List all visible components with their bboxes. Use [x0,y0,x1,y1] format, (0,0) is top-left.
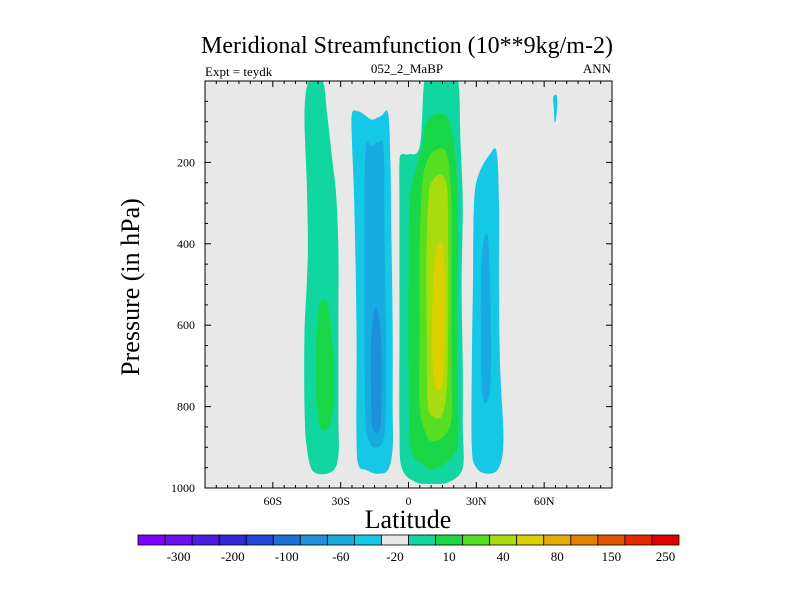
chart-title: Meridional Streamfunction (10**9kg/m-2) [201,33,613,59]
colorbar-label: 10 [443,549,456,564]
colorbar-swatch [299,534,328,546]
x-tick-label: 30N [466,494,487,508]
colorbar-swatch [516,534,545,546]
y-tick-label: 1000 [171,481,195,495]
colorbar-swatch [272,534,301,546]
colorbar-label: -60 [332,549,349,564]
y-axis-label: Pressure (in hPa) [116,198,145,376]
y-tick-label: 200 [177,155,195,169]
y-tick-label: 400 [177,237,195,251]
contour-level-40 [315,299,334,432]
colorbar-label: 150 [602,549,622,564]
x-axis-label: Latitude [365,505,452,534]
colorbar-swatch [245,534,274,546]
contour-fills [304,81,558,485]
experiment-label: Expt = teydk [205,64,273,79]
cell-0 [304,81,339,475]
x-tick-label: 60N [534,494,555,508]
cell-1 [351,110,394,474]
colorbar-swatch [408,534,436,546]
y-tick-labels: 200 400 600 800 1000 [171,155,195,495]
colorbar-swatch [164,534,193,546]
colorbar-label: 80 [551,549,564,564]
colorbar-swatch [353,534,382,546]
x-tick-label: 0 [406,494,412,508]
cell-4 [553,94,558,123]
colorbar-swatch [326,534,355,546]
colorbar-swatch [489,534,518,546]
colorbar-labels: -300 -200 -100 -60 -20 10 40 80 150 250 [167,549,676,564]
colorbar-swatch [597,534,626,546]
colorbar-swatch [381,534,409,546]
colorbar-label: 40 [497,549,510,564]
cell-2 [399,81,464,485]
contour-level--100 [370,307,382,434]
colorbar-swatch [543,534,572,546]
colorbar-swatch [651,534,680,546]
colorbar-label: -200 [221,549,245,564]
period-label: 052_2_MaBP [371,61,443,76]
colorbar-swatch [191,534,220,546]
plot-area [204,80,613,489]
contour-level--60 [480,233,492,403]
cell-3 [471,148,504,474]
x-tick-label: 60S [263,494,282,508]
colorbar-swatch [624,534,653,546]
colorbar [137,534,680,546]
colorbar-swatch [570,534,599,546]
plot-frame [204,80,613,489]
y-tick-label: 600 [177,318,195,332]
y-tick-label: 800 [177,400,195,414]
colorbar-swatch [218,534,247,546]
colorbar-label: -300 [167,549,191,564]
colorbar-label: -20 [386,549,403,564]
contour-level--20 [553,94,558,123]
season-label: ANN [583,61,612,76]
major-ticks [205,81,612,489]
colorbar-swatch [462,534,491,546]
colorbar-swatch [137,534,166,546]
x-tick-label: 30S [331,494,350,508]
colorbar-label: -100 [275,549,299,564]
contour-level-250 [432,242,445,391]
colorbar-label: 250 [656,549,676,564]
colorbar-swatch [435,534,463,546]
x-tick-labels: 60S 30S 0 30N 60N [263,494,554,508]
